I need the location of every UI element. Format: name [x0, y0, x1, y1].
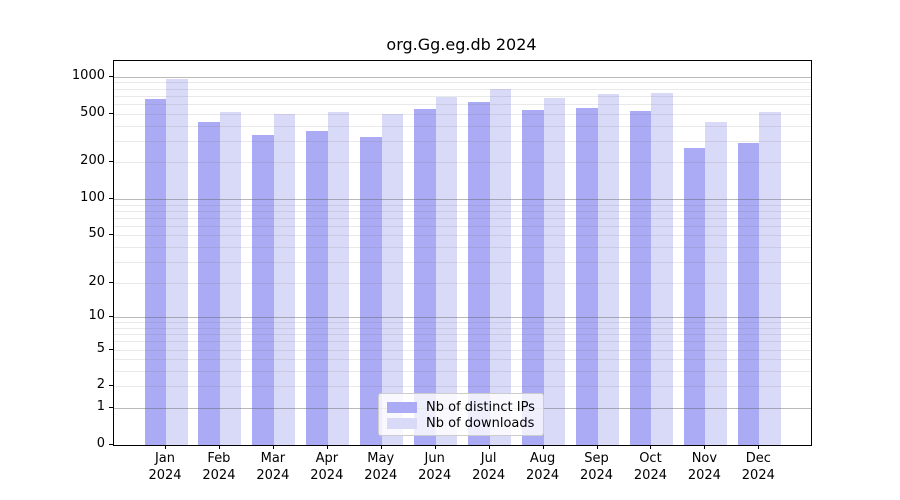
y-tick-mark-50: [109, 234, 113, 236]
minor-gridline-900: [114, 82, 811, 84]
x-tick-mark-jan: [165, 445, 166, 449]
x-tick-label-apr: Apr 2024: [310, 451, 344, 483]
bar-distinct-ips-may: [360, 137, 382, 445]
bar-downloads-aug: [543, 98, 566, 445]
minor-gridline-700: [114, 95, 811, 97]
y-tick-mark-5: [109, 348, 113, 350]
bar-distinct-ips-apr: [306, 131, 328, 445]
bar-distinct-ips-jun: [414, 108, 436, 445]
bar-downloads-jun: [435, 97, 458, 445]
y-tick-label-0: 0: [96, 436, 105, 451]
legend-row-downloads: Nb of downloads: [387, 415, 535, 431]
y-tick-label-5: 5: [96, 340, 105, 356]
legend-label-distinct-ips: Nb of distinct IPs: [426, 399, 535, 415]
distinct-ips-swatch: [387, 401, 417, 413]
x-tick-mark-feb: [218, 445, 220, 449]
y-tick-label-200: 200: [80, 153, 105, 169]
x-tick-mark-sep: [596, 445, 598, 449]
bar-distinct-ips-mar: [252, 134, 274, 445]
x-tick-label-oct: Oct 2024: [633, 451, 667, 483]
y-tick-label-50: 50: [88, 226, 105, 242]
y-tick-mark-100: [109, 198, 113, 200]
y-tick-mark-2: [109, 385, 113, 387]
bar-distinct-ips-sep: [576, 107, 598, 445]
y-tick-mark-1: [109, 407, 113, 409]
bar-downloads-dec: [759, 112, 781, 445]
y-tick-label-10: 10: [88, 308, 105, 324]
bar-downloads-jul: [489, 88, 512, 445]
y-tick-label-20: 20: [88, 273, 105, 289]
chart-legend: Nb of distinct IPs Nb of downloads: [378, 393, 544, 436]
y-tick-label-1: 1: [96, 399, 105, 415]
x-tick-mark-aug: [542, 445, 544, 449]
y-tick-mark-200: [109, 161, 113, 163]
x-tick-mark-apr: [326, 445, 328, 449]
x-tick-mark-oct: [650, 445, 652, 449]
bar-downloads-sep: [597, 93, 620, 445]
y-tick-mark-0: [109, 444, 113, 445]
bar-distinct-ips-dec: [737, 142, 760, 445]
x-tick-label-aug: Aug 2024: [526, 451, 560, 483]
chart-title: org.Gg.eg.db 2024: [386, 35, 537, 54]
bar-downloads-oct: [651, 92, 673, 445]
x-tick-label-sep: Sep 2024: [579, 451, 614, 483]
x-tick-mark-jun: [434, 445, 436, 449]
legend-label-downloads: Nb of downloads: [426, 415, 535, 431]
y-tick-label-500: 500: [80, 104, 105, 120]
y-tick-mark-1000: [109, 75, 113, 77]
bar-distinct-ips-nov: [683, 148, 706, 445]
plot-area: Nb of distinct IPs Nb of downloads: [113, 60, 812, 446]
y-tick-mark-500: [109, 112, 113, 114]
downloads-swatch: [387, 417, 417, 429]
x-tick-label-jul: Jul 2024: [472, 451, 506, 483]
minor-gridline-800: [114, 88, 811, 90]
x-tick-label-jan: Jan 2024: [148, 451, 182, 483]
bar-distinct-ips-feb: [198, 122, 220, 445]
x-tick-label-dec: Dec 2024: [741, 451, 775, 483]
minor-gridline-500: [114, 113, 811, 115]
x-tick-mark-may: [380, 445, 382, 449]
x-tick-label-mar: Mar 2024: [256, 451, 290, 483]
bar-downloads-feb: [219, 112, 242, 445]
major-gridline-1000: [114, 76, 811, 78]
minor-gridline-600: [114, 103, 811, 105]
y-tick-label-100: 100: [80, 190, 105, 206]
x-tick-mark-nov: [704, 445, 706, 449]
bar-downloads-mar: [273, 113, 296, 445]
legend-row-distinct-ips: Nb of distinct IPs: [387, 399, 535, 415]
bar-distinct-ips-oct: [629, 111, 652, 445]
y-tick-mark-20: [109, 281, 113, 283]
x-tick-label-may: May 2024: [364, 451, 398, 483]
bar-downloads-nov: [705, 122, 727, 445]
bar-downloads-apr: [327, 111, 350, 445]
x-tick-mark-mar: [272, 445, 274, 449]
y-tick-label-1000: 1000: [71, 67, 105, 83]
bar-distinct-ips-jan: [144, 99, 166, 445]
bar-downloads-may: [381, 113, 404, 445]
x-tick-mark-jul: [488, 445, 490, 449]
bar-distinct-ips-aug: [522, 110, 544, 445]
x-tick-label-feb: Feb 2024: [202, 451, 236, 483]
x-tick-label-nov: Nov 2024: [687, 451, 721, 483]
bar-downloads-jan: [166, 78, 188, 445]
bar-distinct-ips-jul: [468, 102, 490, 445]
y-tick-mark-10: [109, 316, 113, 318]
x-tick-mark-dec: [758, 445, 760, 449]
x-tick-label-jun: Jun 2024: [418, 451, 452, 483]
y-tick-label-2: 2: [96, 377, 105, 393]
